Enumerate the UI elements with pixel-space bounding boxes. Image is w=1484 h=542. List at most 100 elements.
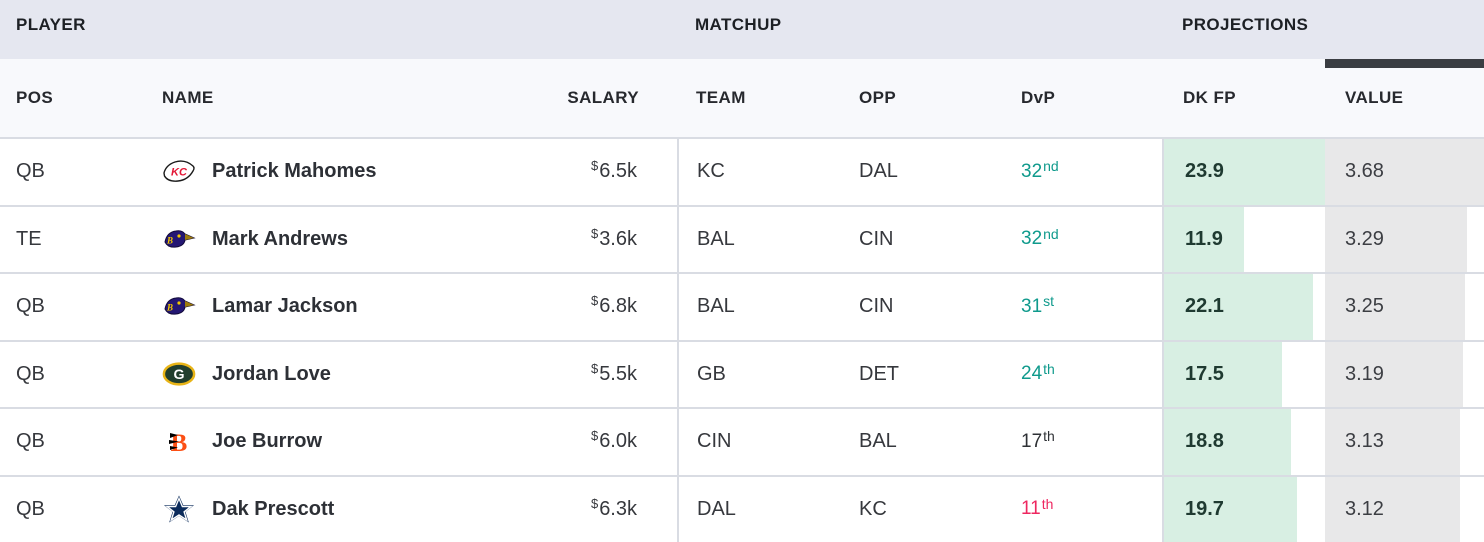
dkfp-cell: 19.7 — [1162, 476, 1325, 542]
dkfp-cell: 11.9 — [1162, 206, 1325, 272]
currency-symbol: $ — [590, 360, 599, 376]
player-name: Patrick Mahomes — [212, 160, 377, 183]
salary-cell: $ 6.8k — [497, 274, 677, 340]
value-bar — [1325, 409, 1461, 475]
dkfp-value: 23.9 — [1185, 160, 1224, 183]
opp-cell: BAL — [857, 409, 1020, 475]
opp-cell: CIN — [857, 207, 1020, 273]
dvp-cell: 24th — [1020, 342, 1162, 408]
dvp-ordinal-suffix: th — [1043, 428, 1055, 445]
player-row[interactable]: QB Dak Prescott $ 6.3k DAL KC 11th 19.7 … — [0, 474, 1484, 542]
value-cell: 3.19 — [1325, 341, 1484, 407]
col-header-pos[interactable]: POS — [16, 88, 54, 107]
team-abbr: BAL — [697, 295, 735, 318]
salary-cell: $ 6.0k — [497, 409, 677, 475]
value-cell: 3.29 — [1325, 206, 1484, 272]
player-name: Dak Prescott — [212, 497, 335, 520]
team-abbr: CIN — [697, 430, 732, 453]
col-header-opp[interactable]: OPP — [859, 88, 897, 107]
col-header-value[interactable]: VALUE — [1345, 88, 1404, 107]
dvp-ordinal-suffix: nd — [1043, 158, 1059, 175]
dkfp-bar — [1164, 476, 1297, 542]
column-header-row: POS NAME SALARY TEAM OPP DvP DK FP VALUE — [0, 59, 1484, 137]
col-header-team[interactable]: TEAM — [696, 88, 746, 107]
value-value: 3.29 — [1345, 227, 1384, 250]
sort-indicator-bar — [1325, 59, 1484, 68]
player-row[interactable]: QB KC Patrick Mahomes $ 6.5k KC DAL 32nd… — [0, 137, 1484, 205]
value-cell: 3.68 — [1325, 139, 1484, 205]
dvp-ordinal-suffix: th — [1043, 360, 1055, 377]
dkfp-bar — [1164, 274, 1313, 340]
value-bar — [1325, 476, 1460, 542]
salary-cell: $ 5.5k — [497, 342, 677, 408]
col-header-salary[interactable]: SALARY — [567, 88, 639, 107]
col-header-dkfp[interactable]: DK FP — [1183, 88, 1236, 107]
dvp-ordinal-suffix: th — [1041, 495, 1054, 512]
bengals-logo-icon: B — [162, 428, 196, 456]
team-abbr: BAL — [697, 227, 735, 250]
salary-value: 5.5k — [599, 362, 637, 385]
player-row[interactable]: QB B Lamar Jackson $ 6.8k BAL CIN 31st 2… — [0, 272, 1484, 340]
rows-container: QB KC Patrick Mahomes $ 6.5k KC DAL 32nd… — [0, 137, 1484, 542]
salary-cell: $ 3.6k — [497, 207, 677, 273]
packers-logo-icon: G — [162, 360, 196, 388]
name-cell: G Jordan Love — [160, 342, 497, 408]
salary-cell: $ 6.3k — [497, 477, 677, 542]
dkfp-value: 19.7 — [1185, 497, 1224, 520]
player-row[interactable]: TE B Mark Andrews $ 3.6k BAL CIN 32nd 11… — [0, 204, 1484, 273]
pos-cell: QB — [0, 139, 160, 205]
group-header-player: PLAYER — [16, 14, 86, 34]
player-name: Lamar Jackson — [212, 295, 358, 318]
dkfp-value: 18.8 — [1185, 430, 1224, 453]
svg-text:B: B — [166, 235, 173, 245]
player-name: Jordan Love — [212, 362, 331, 385]
salary-value: 6.8k — [599, 295, 637, 318]
dkfp-bar — [1164, 139, 1325, 205]
pos-cell: QB — [0, 342, 160, 408]
dvp-cell: 17th — [1020, 409, 1162, 475]
dvp-rank: 11th — [1021, 495, 1054, 520]
chiefs-logo-icon: KC — [162, 158, 196, 186]
dvp-rank: 24th — [1021, 360, 1055, 385]
currency-symbol: $ — [590, 158, 599, 174]
opp-cell: DET — [857, 342, 1020, 408]
team-cell: CIN — [677, 409, 857, 475]
pos-label: TE — [16, 227, 42, 250]
value-bar — [1325, 139, 1484, 205]
dkfp-value: 22.1 — [1185, 295, 1224, 318]
currency-symbol: $ — [590, 428, 599, 444]
pos-label: QB — [16, 430, 45, 453]
opp-abbr: CIN — [859, 295, 894, 318]
svg-text:B: B — [166, 303, 173, 313]
dkfp-value: 11.9 — [1185, 227, 1223, 250]
name-cell: KC Patrick Mahomes — [160, 139, 497, 205]
dkfp-cell: 17.5 — [1162, 341, 1325, 407]
pos-cell: QB — [0, 409, 160, 475]
salary-cell: $ 6.5k — [497, 139, 677, 205]
dkfp-cell: 23.9 — [1162, 139, 1325, 205]
svg-text:KC: KC — [171, 167, 188, 179]
value-value: 3.19 — [1345, 362, 1384, 385]
value-value: 3.12 — [1345, 497, 1384, 520]
dvp-rank: 17th — [1021, 428, 1055, 452]
dkfp-bar — [1164, 409, 1291, 475]
col-header-name[interactable]: NAME — [162, 88, 214, 107]
player-row[interactable]: QB G Jordan Love $ 5.5k GB DET 24th 17.5… — [0, 339, 1484, 408]
opp-cell: KC — [857, 477, 1020, 542]
col-header-dvp[interactable]: DvP — [1021, 88, 1056, 107]
dvp-rank: 32nd — [1021, 158, 1059, 182]
team-cell: BAL — [677, 274, 857, 340]
dkfp-cell: 22.1 — [1162, 274, 1325, 340]
pos-label: QB — [16, 160, 45, 183]
group-header-projections: PROJECTIONS — [1182, 14, 1309, 34]
value-value: 3.25 — [1345, 295, 1384, 318]
value-value: 3.13 — [1345, 430, 1384, 453]
value-cell: 3.25 — [1325, 274, 1484, 340]
dkfp-cell: 18.8 — [1162, 409, 1325, 475]
opp-cell: DAL — [857, 139, 1020, 205]
team-cell: DAL — [677, 476, 857, 542]
dvp-cell: 11th — [1020, 477, 1162, 542]
dkfp-bar — [1164, 206, 1245, 272]
player-row[interactable]: QB B Joe Burrow $ 6.0k CIN BAL 17th 18.8 — [0, 407, 1484, 475]
